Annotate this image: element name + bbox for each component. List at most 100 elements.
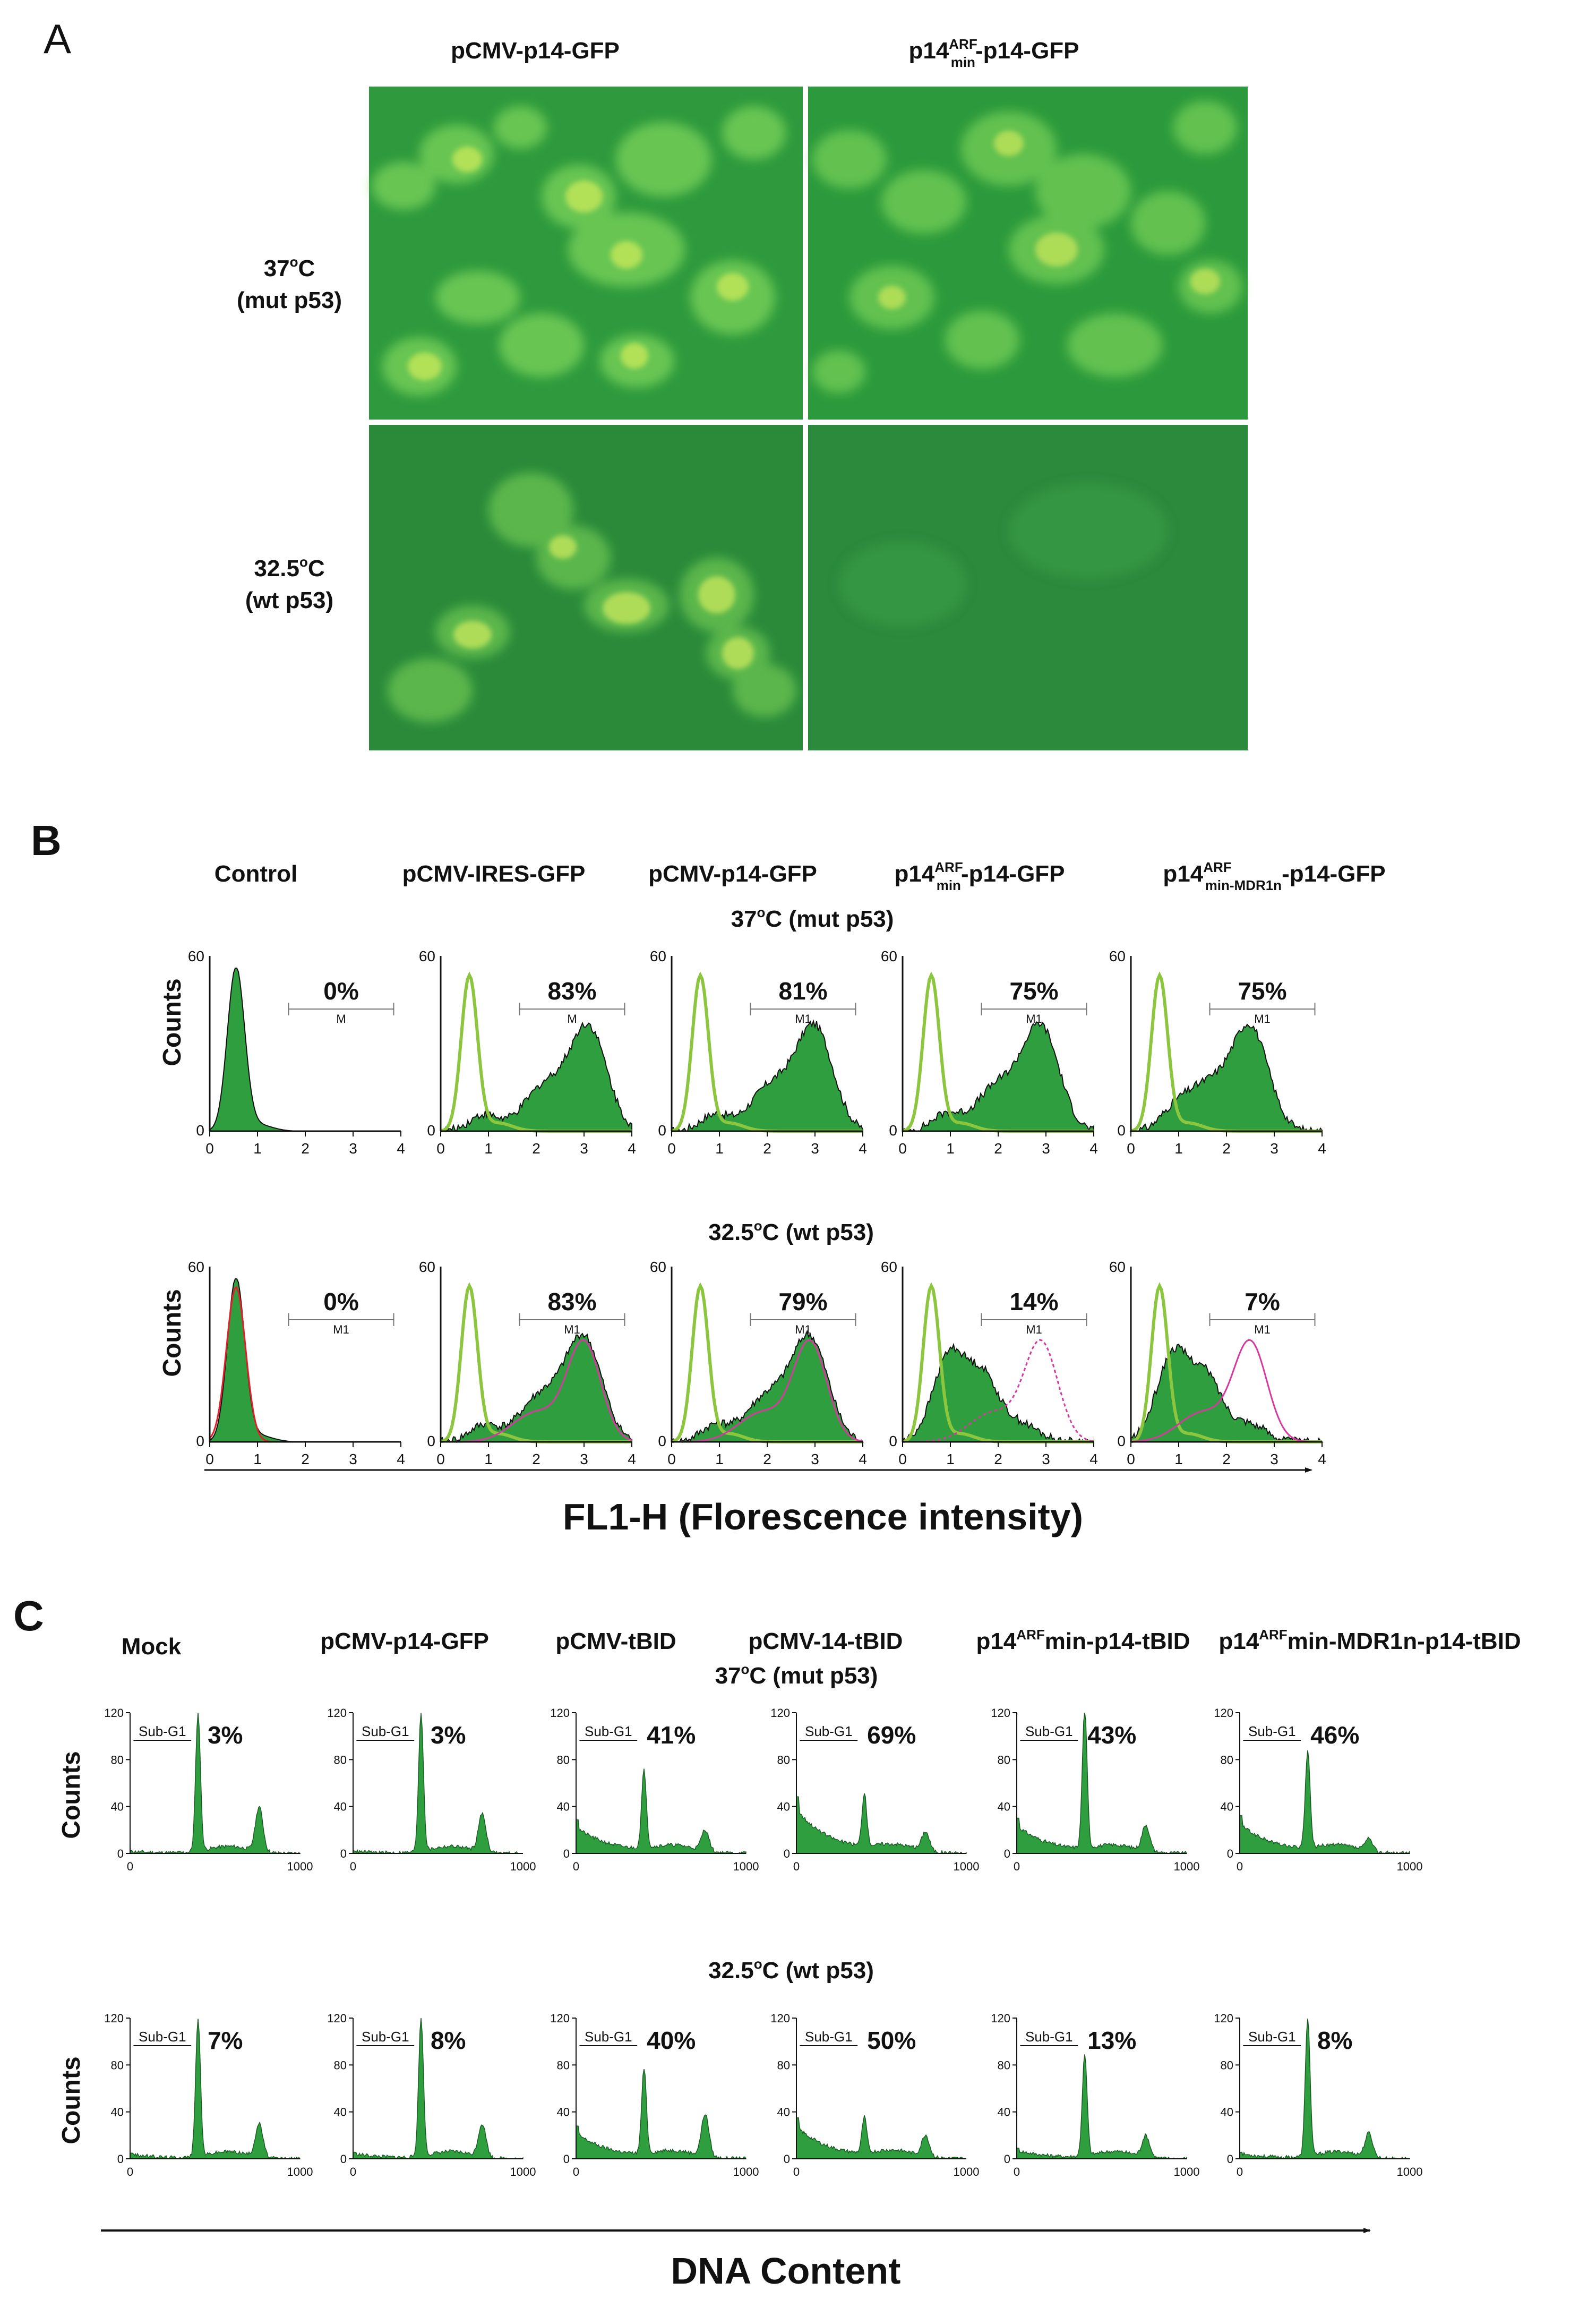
panel-b-condition-37: 37oC (mut p53) (731, 904, 894, 932)
panel-c-header-p14arfmin: p14ARFmin-p14-tBID (976, 1627, 1190, 1654)
y-tick-label: 120 (104, 1706, 124, 1720)
x-tick-label: 1000 (1397, 2165, 1423, 2178)
panel-b-xlabel: FL1-H (Florescence intensity) (563, 1496, 1083, 1537)
panel-c: C Mock pCMV-p14-GFP pCMV-tBID pCMV-14-tB… (13, 1592, 1521, 2292)
histogram-fill (209, 1278, 401, 1442)
dna-histogram-2-5: 0 40 80 120 0 1000 Sub-G1 13% (991, 2012, 1199, 2178)
panel-b-letter: B (31, 817, 62, 864)
y-tick-label: 0 (117, 2152, 124, 2166)
panel-a-column-header-2: p14ARF min-p14-GFP (908, 36, 1079, 70)
x-tick-label: 1000 (733, 2165, 759, 2178)
y-tick-label: 0 (1227, 2152, 1233, 2166)
y-tick-label: 80 (1221, 1753, 1233, 1766)
dna-histogram-fill (1016, 1712, 1188, 1854)
y-tick-label: 0 (427, 1433, 435, 1449)
dna-histogram-1-2: 0 40 80 120 0 1000 Sub-G1 3% (327, 1706, 536, 1873)
sub-g1-gate-label: Sub-G1 (139, 2029, 186, 2045)
y-tick-label: 0 (117, 1847, 124, 1860)
x-tick-label: 0 (793, 2165, 800, 2178)
histogram-fill (440, 1332, 632, 1443)
panel-c-header-pcmv-p14: pCMV-p14-GFP (320, 1628, 489, 1654)
sub-g1-percent-label: 3% (431, 1721, 466, 1749)
panel-b-header-pcmv-p14: pCMV-p14-GFP (648, 861, 817, 887)
dna-histogram-1-4: 0 40 80 120 0 1000 Sub-G1 69% (770, 1706, 979, 1873)
x-tick-label: 1 (253, 1451, 262, 1467)
y-tick-label: 80 (557, 1753, 570, 1766)
x-tick-label: 2 (994, 1451, 1002, 1467)
y-tick-label: 80 (998, 2058, 1010, 2072)
x-tick-label: 1000 (510, 1860, 536, 1873)
panel-b-plots: 0 1 2 3 4 0 60 M 0% 0 1 2 3 4 0 60 M 83% 0 1 2 3 4 0 60 M1 81% 0 1 2 3… (188, 948, 1326, 1467)
panel-b-ylabel-bottom: Counts (158, 1289, 186, 1377)
gfp-percent-label: 7% (1245, 1288, 1280, 1315)
x-tick-label: 1000 (1174, 2165, 1200, 2178)
dna-histogram-fill (576, 2069, 747, 2160)
x-tick-label: 2 (994, 1140, 1002, 1157)
y-tick-label: 40 (111, 2106, 124, 2119)
marker-gate-label: M1 (1254, 1012, 1271, 1025)
y-tick-label: 0 (196, 1122, 204, 1139)
marker-gate-label: M1 (1026, 1012, 1042, 1025)
y-tick-label: 40 (334, 2106, 347, 2119)
x-tick-label: 2 (301, 1451, 310, 1467)
x-tick-label: 1 (946, 1451, 955, 1467)
sub-g1-percent-label: 50% (867, 2027, 916, 2054)
histogram-fill (1129, 1023, 1323, 1133)
x-tick-label: 0 (898, 1140, 907, 1157)
x-tick-label: 0 (1014, 1860, 1020, 1873)
sub-g1-gate-label: Sub-G1 (139, 1723, 186, 1739)
x-tick-label: 0 (1127, 1140, 1135, 1157)
x-tick-label: 2 (763, 1451, 771, 1467)
histogram-fill (671, 1019, 863, 1132)
histogram-fill (902, 1021, 1094, 1132)
y-tick-label: 80 (998, 1753, 1010, 1766)
x-tick-label: 1 (715, 1140, 724, 1157)
x-tick-label: 4 (397, 1451, 405, 1467)
y-tick-label: 40 (777, 1800, 790, 1814)
flow-histogram-2-3: 0 1 2 3 4 0 60 M1 79% (650, 1259, 867, 1467)
x-tick-label: 0 (1127, 1451, 1135, 1467)
flow-histogram-2-1: 0 1 2 3 4 0 60 M1 0% (188, 1259, 405, 1467)
x-tick-label: 4 (397, 1140, 405, 1157)
x-tick-label: 1 (1174, 1140, 1183, 1157)
marker-gate-label: M1 (1254, 1323, 1271, 1336)
dna-histogram-2-6: 0 40 80 120 0 1000 Sub-G1 8% (1214, 2012, 1422, 2178)
dna-histogram-fill (796, 2115, 967, 2160)
x-tick-label: 2 (1222, 1451, 1231, 1467)
x-tick-label: 0 (793, 1860, 800, 1873)
micrograph-32c-p14arfmin (808, 425, 1248, 750)
x-tick-label: 3 (349, 1451, 357, 1467)
x-tick-label: 1 (715, 1451, 724, 1467)
y-tick-label: 80 (334, 1753, 347, 1766)
sub-g1-gate-label: Sub-G1 (1025, 2029, 1073, 2045)
panel-a-column-header-1: pCMV-p14-GFP (451, 38, 620, 64)
panel-b: B Control pCMV-IRES-GFP pCMV-p14-GFP p14… (31, 817, 1386, 1537)
y-tick-label: 0 (658, 1433, 666, 1449)
sub-g1-percent-label: 41% (647, 1721, 696, 1749)
panel-c-header-pcmv-tbid: pCMV-tBID (555, 1628, 676, 1654)
y-tick-label: 60 (419, 1259, 435, 1275)
y-tick-label: 80 (777, 2058, 790, 2072)
marker-gate-label: M1 (1026, 1323, 1042, 1336)
y-tick-label: 120 (550, 1706, 570, 1720)
panel-b-headers: Control pCMV-IRES-GFP pCMV-p14-GFP p14AR… (214, 859, 1386, 893)
dna-histogram-fill (130, 1712, 302, 1854)
panel-c-condition-37: 37oC (mut p53) (715, 1661, 878, 1689)
dna-histogram-fill (1239, 1750, 1410, 1854)
flow-histogram-1-4: 0 1 2 3 4 0 60 M1 75% (881, 948, 1098, 1157)
panel-c-ylabel-top: Counts (57, 1751, 85, 1839)
y-tick-label: 120 (1214, 2012, 1233, 2025)
y-tick-label: 120 (104, 2012, 124, 2025)
y-tick-label: 0 (1117, 1433, 1126, 1449)
y-tick-label: 120 (1214, 1706, 1233, 1720)
gfp-percent-label: 14% (1009, 1288, 1058, 1315)
histogram-fill (1130, 1344, 1324, 1443)
marker-gate-label: M1 (333, 1323, 349, 1336)
sub-g1-gate-label: Sub-G1 (362, 2029, 409, 2045)
x-tick-label: 0 (205, 1140, 214, 1157)
sub-g1-percent-label: 8% (1317, 2027, 1352, 2054)
dna-histogram-2-2: 0 40 80 120 0 1000 Sub-G1 8% (327, 2012, 536, 2178)
y-tick-label: 40 (334, 1800, 347, 1814)
micrograph-37c-pcmv (369, 87, 803, 420)
y-tick-label: 120 (327, 2012, 347, 2025)
